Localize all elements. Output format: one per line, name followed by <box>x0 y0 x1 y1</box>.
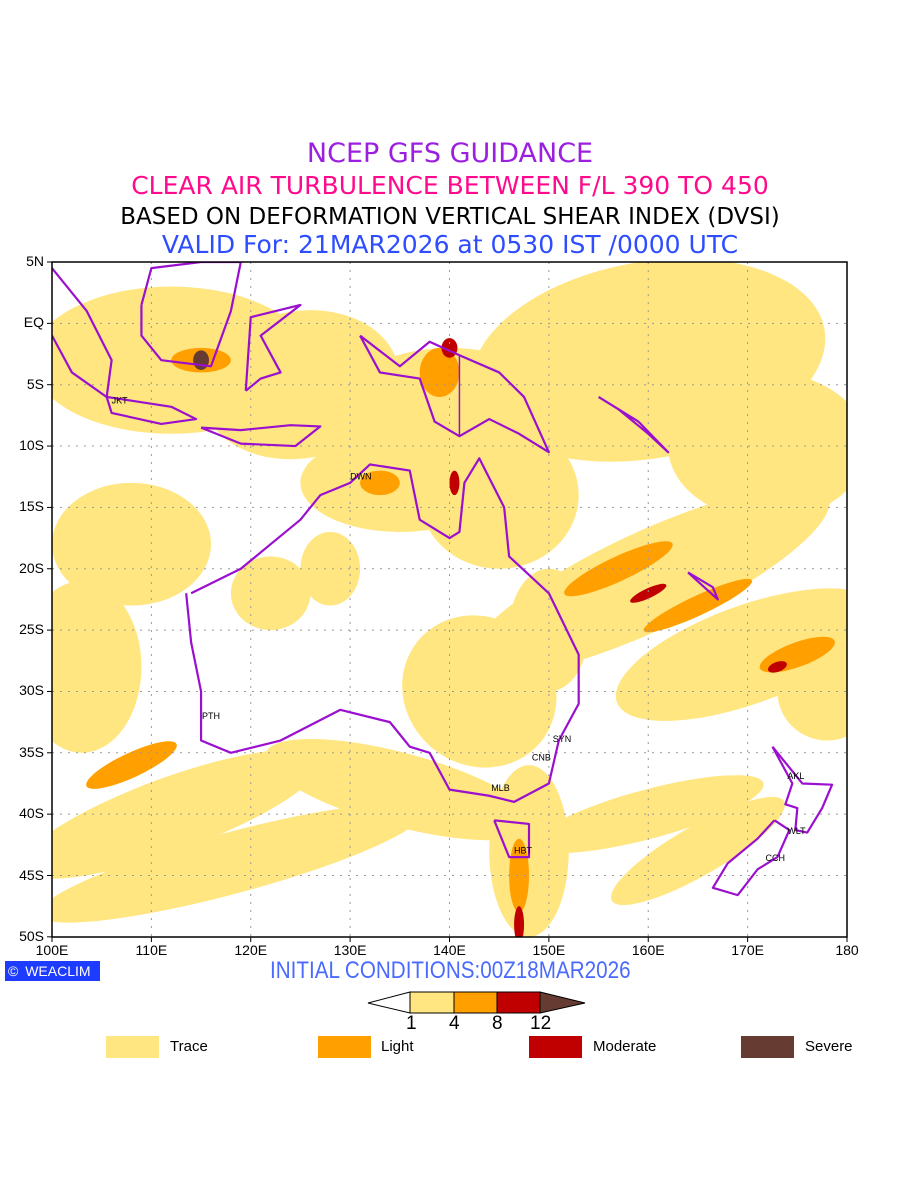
lat-label: 30S <box>19 682 44 699</box>
moderate-turbulence-area <box>514 906 525 937</box>
light-turbulence-area <box>564 541 673 597</box>
coastline-lesser <box>200 424 322 448</box>
lon-label: 110E <box>135 942 168 958</box>
city-label-cch: CCH <box>765 853 785 863</box>
lat-label: EQ <box>23 314 44 331</box>
coastline-borneo <box>140 262 242 368</box>
lat-label: 40S <box>19 805 44 822</box>
lat-label: 35S <box>19 743 44 760</box>
trace-turbulence-area <box>52 581 142 753</box>
moderate-turbulence-area <box>630 583 667 603</box>
trace-turbulence-area <box>265 738 535 841</box>
lat-label: 15S <box>19 498 44 515</box>
light-turbulence-area <box>86 741 177 789</box>
city-label-wlt: WLT <box>787 826 806 836</box>
coastline-sumatra <box>52 267 113 399</box>
light-turbulence-area <box>643 578 753 633</box>
coastline-tasmania <box>493 819 531 859</box>
legend-swatch-trace <box>106 1036 159 1058</box>
lat-label: 20S <box>19 559 44 576</box>
lat-label: 5N <box>26 253 44 269</box>
lat-label: 25S <box>19 621 44 638</box>
legend-swatch-light <box>318 1036 371 1058</box>
severe-turbulence-area <box>193 350 210 370</box>
weaclim-badge: © WEACLIM <box>5 961 100 981</box>
lon-label: 130E <box>333 942 367 958</box>
badge-text: WEACLIM <box>25 963 91 979</box>
trace-turbulence-area <box>610 796 785 906</box>
colorbar-moderate <box>496 991 541 1014</box>
city-label-pth: PTH <box>202 711 220 721</box>
legend-label-light: Light <box>381 1038 414 1055</box>
lat-label: 5S <box>26 375 44 392</box>
colorbar-level: 1 <box>406 1013 417 1034</box>
coastline-java <box>105 395 198 426</box>
colorbar-level: 12 <box>530 1013 552 1034</box>
city-label-dwn: DWN <box>350 471 372 481</box>
trace-turbulence-area <box>52 482 211 606</box>
legend-swatch-severe <box>741 1036 794 1058</box>
colorbar-light <box>453 991 498 1014</box>
map-frame <box>51 261 848 938</box>
colorbar-trace <box>409 991 455 1014</box>
city-label-jkt: JKT <box>112 395 129 405</box>
title-line-2: CLEAR AIR TURBULENCE BETWEEN F/L 390 TO … <box>131 171 769 200</box>
moderate-turbulence-area <box>767 661 787 673</box>
title-line-3: BASED ON DEFORMATION VERTICAL SHEAR INDE… <box>120 204 780 230</box>
coastline-sulawesi <box>244 303 302 392</box>
legend-swatch-moderate <box>529 1036 582 1058</box>
lon-label: 100E <box>35 942 69 958</box>
valid-time: VALID For: 21MAR2026 at 0530 IST /0000 U… <box>161 230 739 259</box>
lon-label: 140E <box>433 942 466 958</box>
coastline-solomon <box>597 396 670 454</box>
lon-label: 120E <box>234 942 268 958</box>
coastline-newguinea <box>359 334 550 454</box>
copyright-icon: © <box>8 963 19 979</box>
coastline-nz_north <box>771 745 834 834</box>
trace-turbulence-area <box>419 421 579 569</box>
initial-conditions: INITIAL CONDITIONS:00Z18MAR2026 <box>270 957 631 984</box>
colorbar <box>367 991 586 1014</box>
trace-turbulence-area <box>52 749 322 879</box>
legend-label-trace: Trace <box>170 1038 208 1055</box>
moderate-turbulence-area <box>449 470 460 496</box>
city-label-hbt: HBT <box>514 846 533 856</box>
colorbar-level: 4 <box>449 1013 460 1034</box>
legend-label-moderate: Moderate <box>593 1038 657 1055</box>
coastline-nz_south <box>711 819 791 897</box>
trace-turbulence-area <box>300 531 361 606</box>
lon-label: 170E <box>731 942 764 958</box>
city-label-akl: AKL <box>787 771 804 781</box>
city-label-cnb: CNB <box>532 752 551 762</box>
trace-turbulence-area <box>52 803 424 923</box>
city-label-syn: SYN <box>553 734 572 744</box>
light-turbulence-area <box>360 470 400 496</box>
legend-label-severe: Severe <box>805 1038 853 1055</box>
lat-label: 10S <box>19 437 44 454</box>
colorbar-level: 8 <box>492 1013 503 1034</box>
coastline-australia <box>185 457 580 803</box>
title-line-1: NCEP GFS GUIDANCE <box>306 138 594 169</box>
city-label-mlb: MLB <box>491 783 510 793</box>
lon-label: 180 <box>835 942 859 958</box>
lon-label: 150E <box>532 942 566 958</box>
lat-label: 45S <box>19 866 44 883</box>
colorbar-severe <box>539 991 586 1014</box>
coastline-newcal <box>687 571 719 601</box>
lon-label: 160E <box>631 942 665 958</box>
lat-label: 50S <box>19 927 44 944</box>
colorbar-below <box>367 991 411 1014</box>
